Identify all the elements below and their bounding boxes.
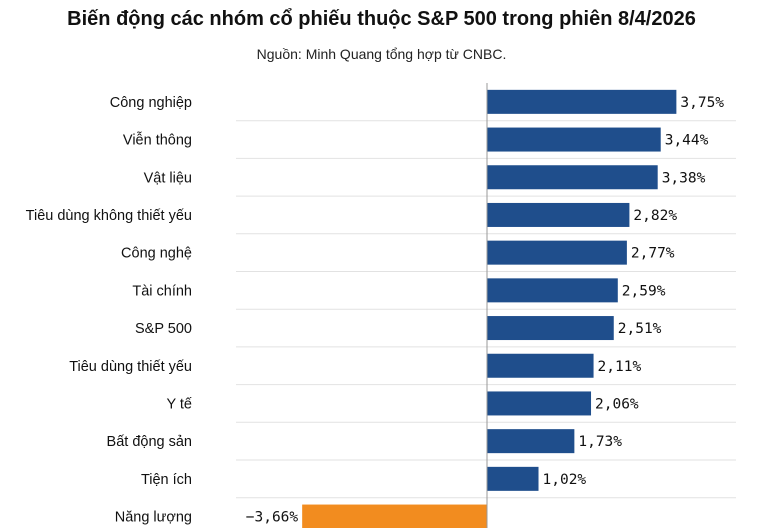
bar	[302, 504, 487, 528]
bar	[487, 466, 539, 491]
bar	[487, 429, 575, 454]
value-label: 2,82%	[633, 208, 677, 224]
value-label: 2,59%	[622, 283, 666, 299]
value-label: 3,44%	[665, 133, 709, 149]
value-label: 2,06%	[595, 396, 639, 412]
value-label: 2,11%	[598, 359, 642, 375]
value-label: 1,02%	[543, 472, 587, 488]
category-label: Tiện ích	[141, 472, 192, 488]
category-label: Vật liệu	[144, 170, 192, 186]
bar	[487, 127, 661, 152]
value-label: 3,75%	[680, 95, 724, 111]
category-label: Tiêu dùng thiết yếu	[69, 359, 192, 375]
value-label: 2,77%	[631, 246, 675, 262]
value-label: 2,51%	[618, 321, 662, 337]
bar	[487, 165, 658, 190]
category-label: Y tế	[166, 396, 192, 412]
chart-title: Biến động các nhóm cổ phiếu thuộc S&P 50…	[67, 8, 696, 30]
category-label: Tài chính	[132, 283, 192, 299]
category-label: S&P 500	[135, 321, 192, 337]
category-label: Viễn thông	[123, 132, 192, 149]
category-label: Công nghệ	[121, 246, 192, 262]
bar	[487, 202, 630, 227]
chart-source: Nguồn: Minh Quang tổng hợp từ CNBC.	[256, 46, 507, 62]
bar	[487, 353, 594, 378]
bar	[487, 89, 677, 114]
bar	[487, 316, 614, 341]
category-label: Năng lượng	[115, 510, 192, 526]
value-label: −3,66%	[246, 510, 299, 526]
value-label: 1,73%	[578, 434, 622, 450]
category-label: Bất động sản	[107, 434, 192, 450]
bar	[487, 240, 627, 265]
category-label: Công nghiệp	[110, 95, 192, 111]
bar	[487, 278, 618, 303]
bar	[487, 391, 592, 416]
value-label: 3,38%	[662, 170, 706, 186]
category-label: Tiêu dùng không thiết yếu	[26, 208, 192, 224]
